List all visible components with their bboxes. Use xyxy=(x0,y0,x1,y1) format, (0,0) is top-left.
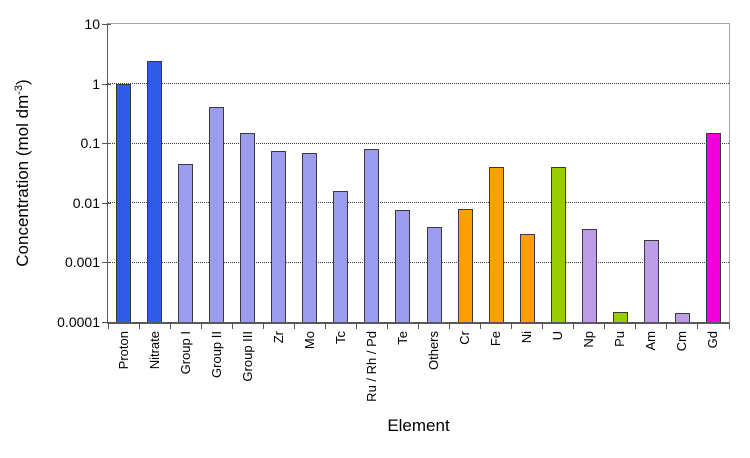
bar-fe xyxy=(488,166,504,322)
x-tick-mark xyxy=(604,324,606,329)
gridline-0.001 xyxy=(108,261,729,263)
bar-nitrate xyxy=(147,60,163,322)
x-tick-mark xyxy=(386,324,388,329)
x-tick-mark xyxy=(418,324,419,329)
bar-pu xyxy=(612,311,628,322)
bar-cr xyxy=(457,208,473,322)
x-tick-mark xyxy=(666,324,668,329)
y-tick-mark xyxy=(102,202,111,204)
y-tick-label-10: 10 xyxy=(84,16,100,32)
y-tick-mark xyxy=(102,262,111,264)
y-tick-label-0.0001: 0.0001 xyxy=(57,314,100,330)
bar-te xyxy=(395,210,411,322)
x-tick-mark xyxy=(511,324,513,329)
x-tick-mark xyxy=(138,324,140,329)
x-tick-mark xyxy=(728,324,730,329)
bar-group-iii xyxy=(240,132,256,322)
x-tick-mark xyxy=(200,324,202,329)
y-tick-mark xyxy=(102,24,111,25)
bar-np xyxy=(581,228,597,322)
bar-ru-rh-pd xyxy=(364,148,380,322)
y-tick-label-1: 1 xyxy=(92,75,100,92)
bar-tc xyxy=(333,190,349,322)
x-tick-mark xyxy=(449,324,451,329)
bar-others xyxy=(426,226,442,322)
plot-area xyxy=(107,23,730,324)
x-tick-mark xyxy=(293,324,295,329)
bar-zr xyxy=(271,150,287,322)
bar-mo xyxy=(302,153,318,322)
x-tick-mark xyxy=(231,324,233,329)
y-tick-label-0.01: 0.01 xyxy=(72,194,100,211)
x-tick-mark xyxy=(262,324,264,329)
x-tick-mark xyxy=(697,324,699,329)
y-tick-label-0.1: 0.1 xyxy=(80,135,100,152)
bar-ni xyxy=(519,233,535,322)
x-tick-mark xyxy=(635,324,637,329)
y-tick-mark xyxy=(102,322,111,323)
bar-group-i xyxy=(178,163,194,322)
x-tick-mark xyxy=(324,324,326,329)
bar-proton xyxy=(116,83,132,322)
bar-group-ii xyxy=(209,107,225,322)
x-axis-title: Element xyxy=(387,416,450,435)
bar-gd xyxy=(705,132,721,322)
bar-cm xyxy=(674,313,690,322)
x-tick-mark xyxy=(355,324,357,329)
y-tick-mark xyxy=(102,143,111,145)
x-tick-mark xyxy=(169,324,171,329)
gridline-0.01 xyxy=(108,202,729,204)
x-tick-mark xyxy=(107,324,109,329)
gridline-0.1 xyxy=(108,142,729,144)
x-tick-mark xyxy=(480,324,482,329)
bar-u xyxy=(550,166,566,322)
bar-am xyxy=(643,239,659,322)
gridline-1 xyxy=(108,83,729,85)
y-tick-mark xyxy=(102,83,111,85)
y-tick-label-0.001: 0.001 xyxy=(64,254,100,271)
y-axis-title-text: Concentration (mol dm xyxy=(13,94,32,267)
x-tick-mark xyxy=(542,324,544,329)
x-tick-mark xyxy=(573,324,575,329)
